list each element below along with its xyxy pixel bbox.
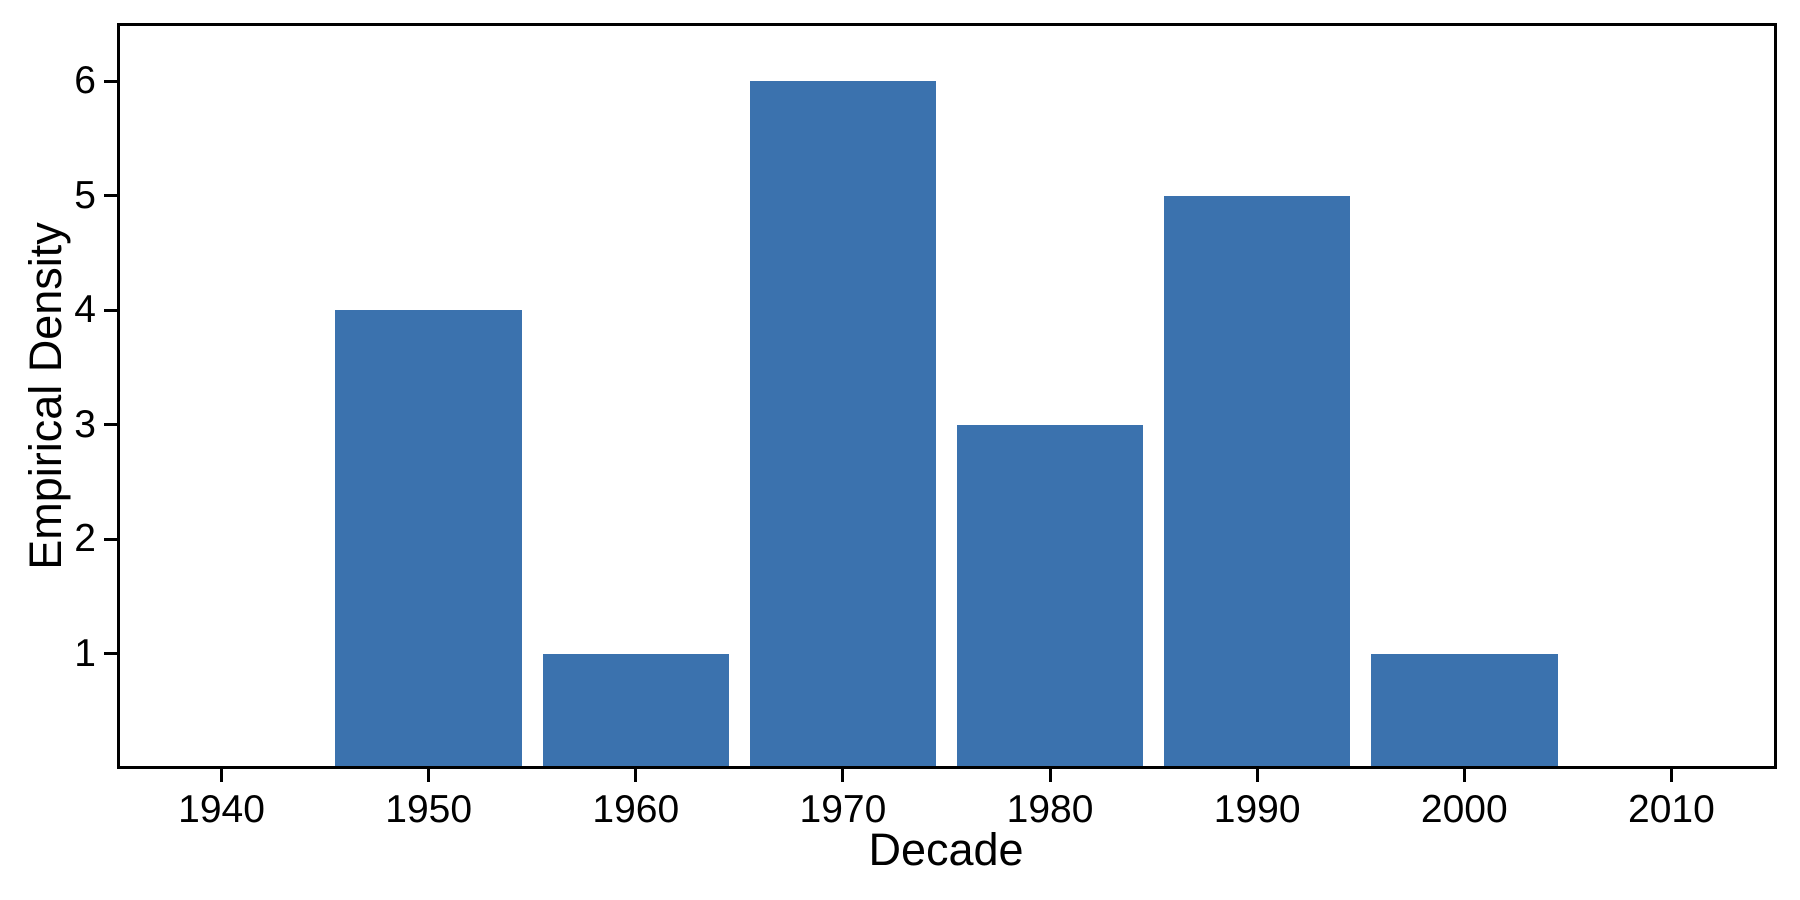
y-tick-label-2: 2: [74, 517, 96, 561]
x-tick-label-2010: 2010: [1628, 788, 1715, 831]
x-tick-1980: [1048, 769, 1052, 782]
x-tick-label-1960: 1960: [592, 788, 680, 831]
bar-1950: [335, 310, 522, 769]
x-axis-label: Decade: [868, 824, 1024, 875]
y-tick-6: [104, 79, 117, 83]
y-tick-label-1: 1: [74, 631, 96, 675]
x-tick-label-1950: 1950: [385, 788, 473, 831]
x-tick-1990: [1255, 769, 1259, 782]
bar-2000: [1371, 653, 1558, 769]
bar-1980: [956, 424, 1144, 769]
x-tick-label-1940: 1940: [178, 788, 265, 831]
bar-1990: [1163, 195, 1351, 769]
y-tick-5: [104, 194, 117, 198]
x-tick-1940: [220, 769, 224, 782]
x-tick-2000: [1462, 769, 1466, 782]
y-tick-label-4: 4: [74, 288, 96, 332]
y-tick-label-3: 3: [74, 402, 96, 446]
x-tick-2010: [1669, 769, 1673, 782]
x-tick-1960: [634, 769, 638, 782]
bar-1970: [749, 81, 937, 769]
x-tick-1970: [841, 769, 845, 782]
x-tick-label-1990: 1990: [1213, 788, 1301, 831]
x-tick-1950: [427, 769, 431, 782]
x-tick-label-1980: 1980: [1006, 788, 1094, 831]
y-tick-3: [104, 423, 117, 427]
y-tick-4: [104, 308, 117, 312]
bar-1960: [542, 653, 729, 769]
y-tick-label-6: 6: [74, 59, 96, 103]
y-axis-label: Empirical Density: [20, 222, 71, 570]
y-tick-2: [104, 537, 117, 541]
x-tick-label-2000: 2000: [1420, 788, 1508, 831]
y-tick-label-5: 5: [74, 173, 96, 217]
x-tick-label-1970: 1970: [799, 788, 887, 831]
y-tick-1: [104, 652, 117, 656]
